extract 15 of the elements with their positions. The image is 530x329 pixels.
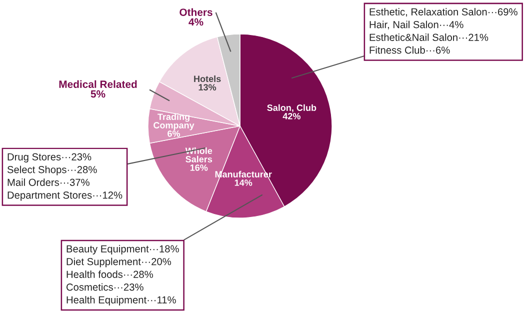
data-label: 14% xyxy=(234,180,252,186)
data-label: 13% xyxy=(198,84,216,90)
data-label: 42% xyxy=(282,112,300,120)
text: Esthetic, Relaxation Salon···69% Hair, Nail Salon···4% Esthetic&Nail Salon···21% Fitness Club···6% xyxy=(370,8,518,54)
data-label: 4% xyxy=(188,18,204,26)
slice-label: Others xyxy=(180,8,212,16)
text: Beauty Equipment···18% Diet Supplement···20% Health foods···28% Cosmetics···23% Health Equipment···11% xyxy=(66,245,179,306)
data-label: 5% xyxy=(90,90,106,98)
slice-label: Hotels xyxy=(194,75,221,82)
data-label: 6% xyxy=(168,130,180,137)
slice-label: Medical Related xyxy=(59,80,137,88)
slice-label: Trading Company xyxy=(154,113,194,130)
text: Drug Stores···23% Select Shops···28% Mail Orders···37% Department Stores···12% xyxy=(7,153,122,201)
slice-label: Salon, Club xyxy=(267,104,316,112)
data-label: 16% xyxy=(190,164,208,171)
